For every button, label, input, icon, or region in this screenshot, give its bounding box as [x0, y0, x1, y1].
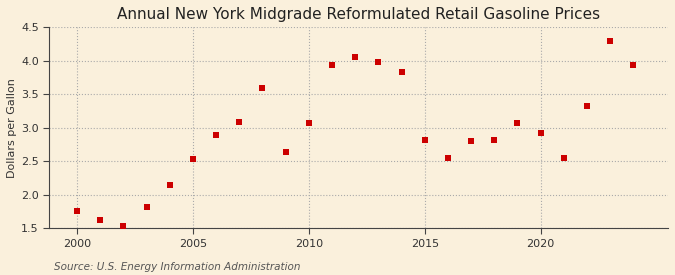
Point	[489, 138, 500, 142]
Point	[512, 121, 523, 125]
Point	[327, 63, 338, 67]
Point	[72, 209, 82, 213]
Point	[396, 70, 407, 75]
Text: Source: U.S. Energy Information Administration: Source: U.S. Energy Information Administ…	[54, 262, 300, 272]
Point	[350, 55, 360, 60]
Point	[118, 224, 129, 228]
Point	[304, 121, 315, 125]
Point	[628, 63, 639, 67]
Point	[605, 39, 616, 43]
Y-axis label: Dollars per Gallon: Dollars per Gallon	[7, 78, 17, 178]
Title: Annual New York Midgrade Reformulated Retail Gasoline Prices: Annual New York Midgrade Reformulated Re…	[117, 7, 600, 22]
Point	[234, 120, 245, 124]
Point	[141, 205, 152, 209]
Point	[280, 150, 291, 154]
Point	[558, 156, 569, 160]
Point	[95, 218, 106, 222]
Point	[535, 130, 546, 135]
Point	[211, 133, 221, 138]
Point	[165, 183, 176, 188]
Point	[419, 138, 430, 142]
Point	[582, 104, 593, 109]
Point	[373, 60, 384, 64]
Point	[257, 86, 268, 90]
Point	[188, 156, 198, 161]
Point	[443, 156, 454, 160]
Point	[466, 138, 477, 143]
